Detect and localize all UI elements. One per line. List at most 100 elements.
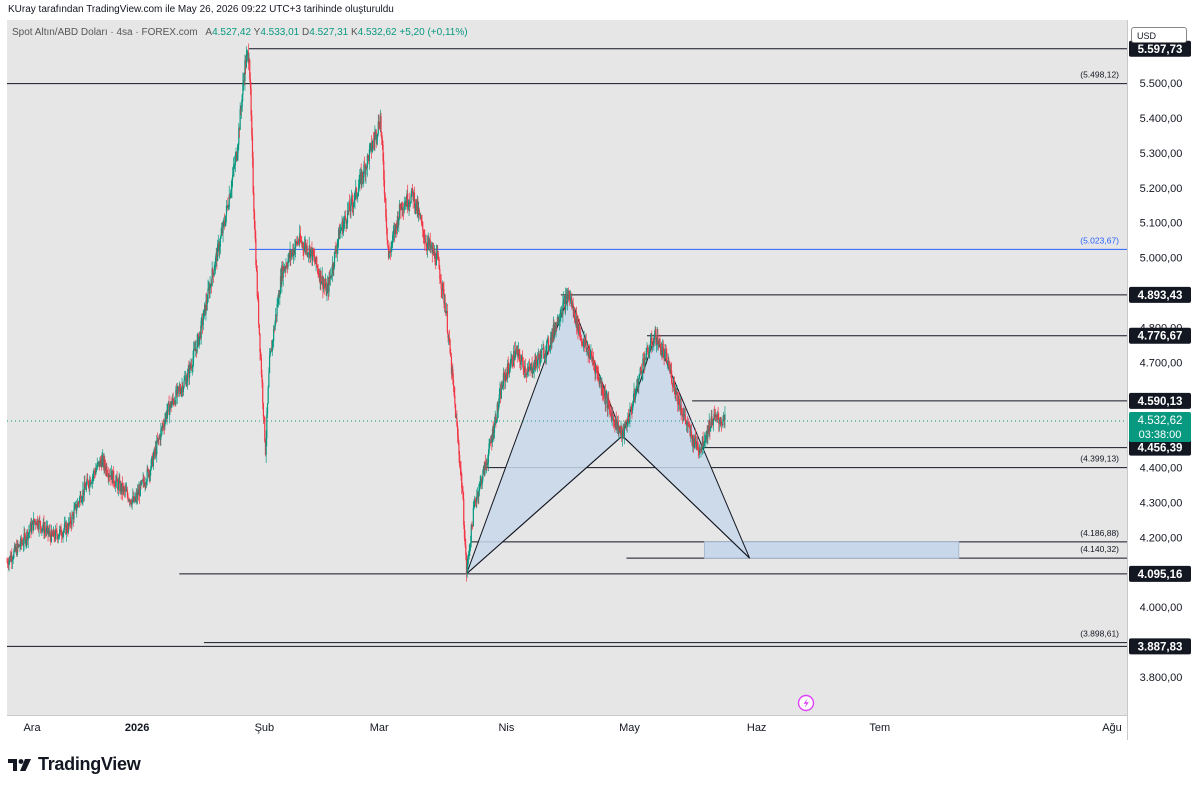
candle-body xyxy=(420,217,422,219)
candle-body xyxy=(299,233,301,243)
candle-body xyxy=(268,355,271,374)
candle-body xyxy=(409,203,412,204)
candle-body xyxy=(320,270,322,284)
candle-body xyxy=(132,496,134,500)
candle-body xyxy=(481,479,483,485)
candle-body xyxy=(317,268,319,274)
price-tick-label: 5.400,00 xyxy=(1140,113,1183,125)
candle-body xyxy=(360,172,362,185)
candle-body xyxy=(557,317,559,324)
candle-body xyxy=(355,187,358,197)
candle-body xyxy=(97,463,99,464)
candle-body xyxy=(568,291,570,300)
candle-body xyxy=(335,251,338,253)
candle-body xyxy=(606,396,608,398)
candle-body xyxy=(245,55,247,68)
candle-body xyxy=(694,435,697,444)
candle-body xyxy=(179,387,181,392)
candle-body xyxy=(705,439,707,441)
candle-body xyxy=(671,370,673,383)
candle-body xyxy=(323,284,325,286)
candle-body xyxy=(237,144,239,154)
candle-body xyxy=(191,367,193,369)
candle-body xyxy=(294,248,296,254)
candle-body xyxy=(193,348,195,350)
lightning-icon[interactable] xyxy=(797,694,815,712)
candle-body xyxy=(124,489,126,492)
candle-body xyxy=(320,282,323,284)
price-tick-label: 4.000,00 xyxy=(1140,602,1183,614)
candle-body xyxy=(539,357,541,364)
candle-body xyxy=(147,469,149,470)
candle-body xyxy=(78,497,81,504)
candle-body xyxy=(711,416,713,423)
candle-body xyxy=(258,324,260,334)
candle-body xyxy=(175,389,177,405)
candle-body xyxy=(474,499,476,506)
candle-body xyxy=(682,414,684,417)
candle-body xyxy=(454,403,457,418)
candle-body xyxy=(208,287,210,289)
candle-body xyxy=(359,172,362,176)
legend-high-value: 4.533,01 xyxy=(260,27,300,38)
candle-body xyxy=(268,373,270,388)
candle-body xyxy=(277,293,280,305)
candle-body xyxy=(554,328,556,333)
candle-body xyxy=(112,470,114,484)
candle-body xyxy=(384,194,386,199)
candle-body xyxy=(719,422,721,424)
candle-body xyxy=(541,349,543,359)
candle-body xyxy=(21,543,23,544)
candle-body xyxy=(178,386,180,390)
time-axis-label: Tem xyxy=(869,722,890,734)
price-tick-label: 3.800,00 xyxy=(1140,672,1183,684)
price-chart[interactable]: (5.498,12) (5.023,67) (4.399,13) (4.186,88)… xyxy=(0,0,1200,745)
candle-body xyxy=(500,385,502,399)
candle-body xyxy=(569,299,572,301)
time-axis-label: 2026 xyxy=(125,722,149,734)
candle-body xyxy=(514,356,516,360)
candle-body xyxy=(413,192,416,208)
candle-body xyxy=(128,499,130,501)
candle-body xyxy=(712,420,714,426)
candle-body xyxy=(552,324,554,337)
tradingview-logo[interactable]: TradingView xyxy=(8,754,141,775)
price-axis[interactable] xyxy=(1127,20,1200,740)
price-tag-bg xyxy=(1129,40,1191,57)
candle-body xyxy=(198,336,200,346)
candle-body xyxy=(79,494,81,498)
candle-body xyxy=(278,293,280,298)
candle-body xyxy=(502,373,505,387)
candle-body xyxy=(641,371,643,374)
candle-body xyxy=(121,483,123,492)
candle-body xyxy=(378,121,380,128)
candle-body xyxy=(172,398,174,401)
candle-body xyxy=(684,414,686,420)
candle-body xyxy=(530,363,533,366)
time-axis-label: Şub xyxy=(255,722,275,734)
time-axis[interactable] xyxy=(7,715,1127,741)
candle-body xyxy=(351,198,353,200)
candle-body xyxy=(251,115,253,136)
candle-body xyxy=(235,152,237,158)
candle-body xyxy=(242,80,245,83)
candle-body xyxy=(38,520,40,530)
currency-selector[interactable]: USD xyxy=(1131,27,1187,43)
candle-body xyxy=(80,500,83,503)
price-tick-label: 5.100,00 xyxy=(1140,218,1183,230)
candle-body xyxy=(672,384,674,387)
candle-body xyxy=(125,489,127,492)
candle-body xyxy=(515,349,518,351)
candle-body xyxy=(92,474,94,477)
candle-body xyxy=(648,351,650,356)
candle-body xyxy=(24,533,26,536)
candle-body xyxy=(537,354,539,360)
candle-body xyxy=(439,279,442,283)
candle-body xyxy=(347,210,349,212)
candle-body xyxy=(549,346,551,349)
candle-body xyxy=(709,426,712,432)
candle-body xyxy=(316,256,318,266)
candle-body xyxy=(475,501,477,503)
candle-body xyxy=(619,429,621,432)
candle-body xyxy=(39,521,42,527)
